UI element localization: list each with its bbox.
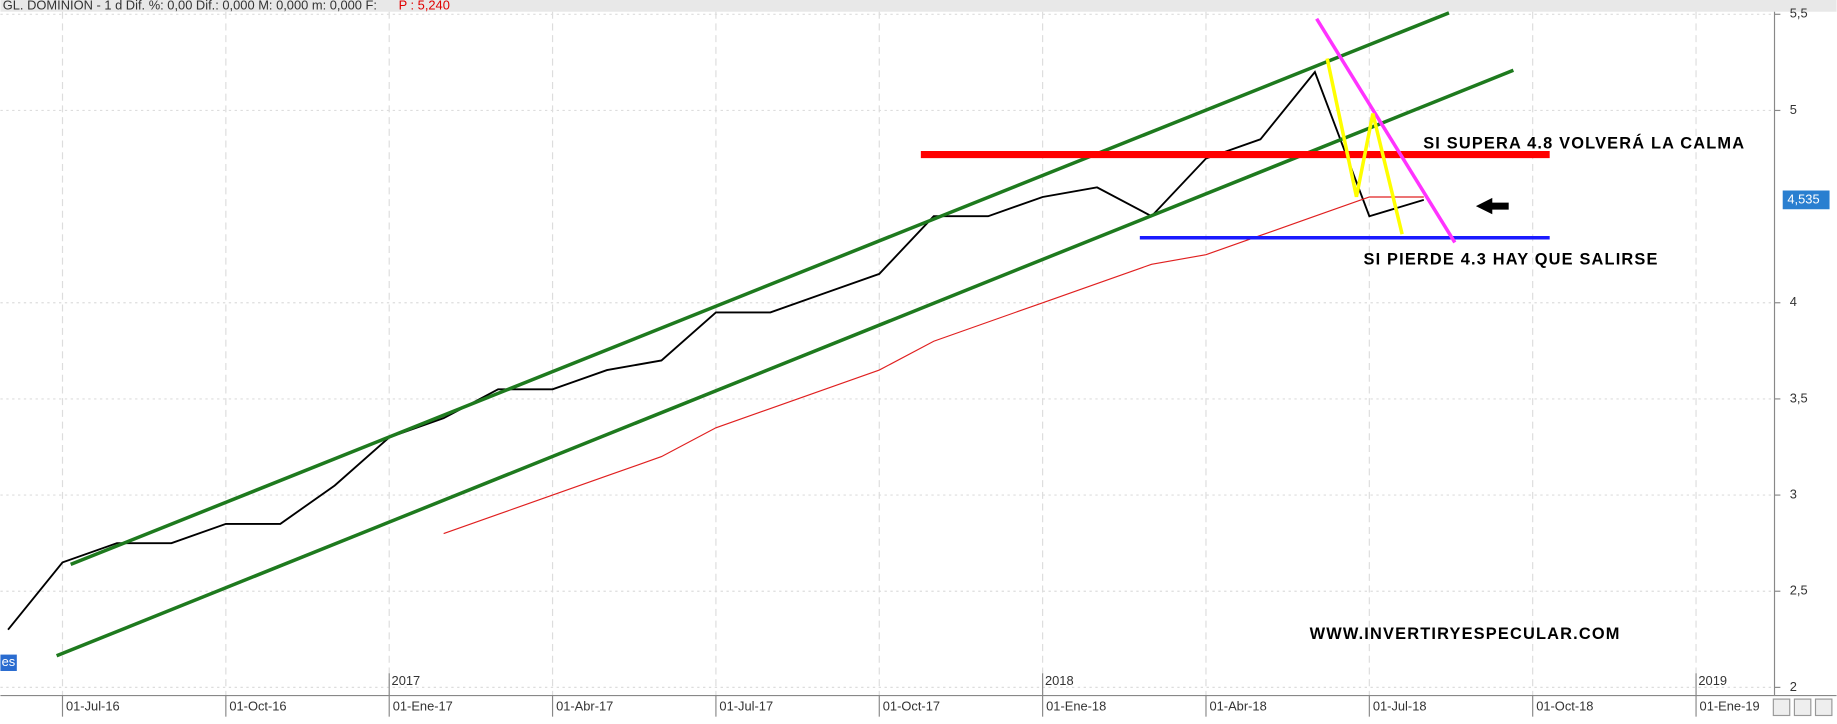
y-tick-label: 3: [1790, 486, 1797, 501]
last-price-label: 4,535: [1787, 191, 1819, 206]
x-tick-label: 01-Ene-19: [1700, 699, 1760, 714]
y-tick-label: 3,5: [1790, 390, 1808, 405]
annotation: WWW.INVERTIRYESPECULAR.COM: [1310, 625, 1621, 643]
hscroll-button[interactable]: [1793, 698, 1812, 717]
x-tick-label: 01-Abr-17: [556, 699, 613, 714]
x-tick-label: 01-Jul-16: [66, 699, 120, 714]
channel-lower: [55, 68, 1515, 658]
annotation: SI SUPERA 4.8 VOLVERÁ LA CALMA: [1423, 133, 1745, 152]
pattern-line: [1325, 58, 1404, 235]
last-price-box: [1782, 190, 1830, 210]
header-bar: [0, 0, 1837, 12]
x-tick-label: 01-Abr-18: [1209, 699, 1266, 714]
corner-tag-box: [0, 654, 17, 671]
x-tick-label: 01-Oct-18: [1536, 699, 1593, 714]
y-tick-label: 5: [1790, 102, 1797, 117]
series-line: [7, 70, 1425, 631]
channel-upper: [70, 11, 1450, 567]
header-text: GL. DOMINION - 1 d Dif. %: 0,00 Dif.: 0,…: [3, 0, 377, 12]
zoom-button[interactable]: [1772, 698, 1791, 717]
y-tick-label: 2,5: [1790, 583, 1808, 598]
downtrend-line: [1315, 17, 1457, 244]
x-tick-label: 01-Jul-18: [1373, 699, 1427, 714]
y-tick-label: 2: [1790, 679, 1797, 694]
arrow: [1475, 197, 1509, 215]
series-line: [443, 196, 1424, 535]
annotation: SI PIERDE 4.3 HAY QUE SALIRSE: [1363, 250, 1658, 268]
x-tick-label: 01-Oct-16: [229, 699, 286, 714]
plot: [0, 11, 1781, 717]
x-tick-label: 01-Oct-17: [883, 699, 940, 714]
x-tick-label: 01-Ene-18: [1046, 699, 1106, 714]
y-tick-label: 4: [1790, 294, 1797, 309]
x-tick-label: 01-Ene-17: [393, 699, 453, 714]
year-label: 2017: [392, 673, 421, 688]
vscroll-button[interactable]: [1814, 698, 1833, 717]
header-price: P : 5,240: [399, 0, 450, 12]
year-label: 2019: [1698, 673, 1727, 688]
year-label: 2018: [1045, 673, 1074, 688]
x-tick-label: 01-Jul-17: [719, 699, 773, 714]
y-tick-label: 5,5: [1790, 6, 1808, 21]
corner-tag: es: [2, 654, 16, 669]
